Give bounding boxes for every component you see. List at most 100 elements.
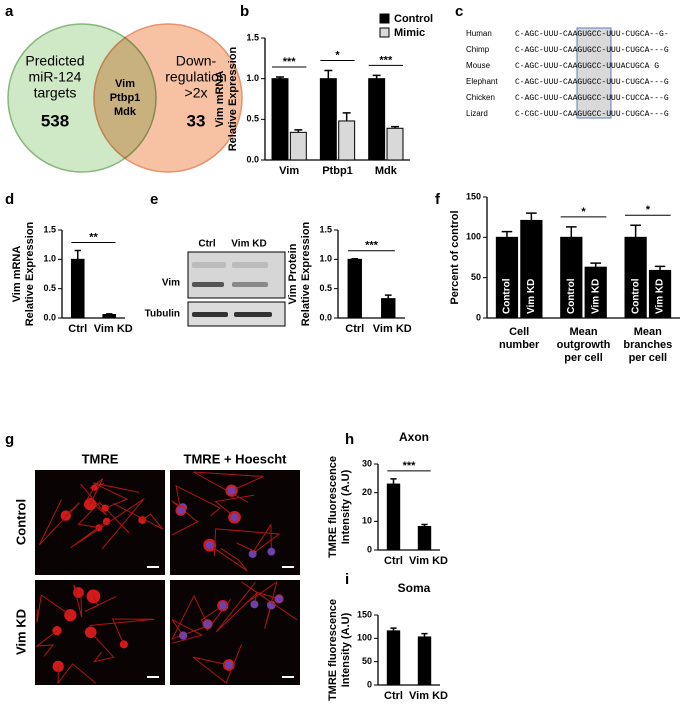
species: Chicken [466, 93, 495, 102]
panel-label: b [240, 3, 249, 20]
nucleus [248, 549, 257, 558]
y-axis-label: Vim mRNA [214, 71, 226, 128]
x-tick-label: per cell [564, 352, 603, 364]
nucleus [230, 513, 239, 522]
venn-overlap: Mdk [114, 106, 137, 118]
bar [417, 636, 432, 686]
series-label: Control [502, 278, 513, 314]
significance: *** [365, 240, 379, 252]
neurite [38, 499, 80, 546]
sequence: C-AGC-UUU-CAAGUGCC-UUU-CUCCA---G [515, 94, 669, 103]
x-tick-label: Ctrl [68, 323, 87, 335]
nucleus [267, 547, 276, 556]
species: Mouse [466, 61, 491, 70]
significance: * [581, 206, 586, 218]
y-tick-label: 0 [367, 679, 372, 689]
blot-band [192, 312, 228, 317]
x-tick-label: Vim [279, 165, 299, 177]
panel-label: a [5, 3, 14, 20]
species: Elephant [466, 77, 498, 86]
bar [347, 258, 362, 319]
neurite [35, 630, 58, 657]
x-tick-label: Mean [569, 326, 597, 338]
y-axis-label: Percent of control [449, 210, 461, 304]
bar [271, 78, 289, 161]
neurite [92, 482, 140, 509]
sequence: C-AGC-UUU-CAAGUGCC-UUU-CUGCA--G- [515, 30, 669, 39]
neurite [84, 596, 117, 612]
y-axis-label: Intensity (A.U) [340, 469, 352, 544]
panel-label: f [435, 191, 441, 208]
neurite [112, 502, 164, 530]
y-tick-label: 0 [476, 312, 481, 322]
venn-overlap: Vim [115, 78, 135, 90]
nucleus [227, 486, 236, 495]
panel-label: c [455, 3, 463, 20]
neurite [241, 581, 298, 621]
nucleus [275, 594, 284, 603]
nucleus [224, 661, 233, 670]
bar [319, 78, 337, 161]
venn-label: Predicted [25, 53, 84, 69]
blot-band [192, 262, 226, 268]
cell-body [86, 589, 101, 604]
y-axis-label: TMRE fluorescence [327, 599, 339, 701]
panel-label: d [5, 191, 14, 208]
venn-label: regulation [165, 69, 227, 85]
error-bar [390, 478, 397, 485]
nucleus [203, 620, 212, 629]
bar [386, 127, 404, 161]
neurite [192, 644, 243, 684]
panel-label: i [345, 571, 349, 588]
venn-label: miR-124 [29, 69, 82, 85]
neurite [215, 581, 258, 633]
sequence: C-AGC-UUU-CAAGUGCC-UUU-CUGCA---G [515, 46, 669, 55]
bar [381, 298, 396, 319]
y-axis-label: TMRE fluorescence [327, 456, 339, 558]
lane-label: Vim KD [231, 239, 266, 250]
x-tick-label: Mean [634, 326, 662, 338]
bar [102, 313, 117, 319]
x-tick-label: Ctrl [345, 323, 364, 335]
series-label: Control [630, 278, 641, 314]
neurite [89, 618, 155, 645]
legend-label: Mimic [394, 27, 425, 39]
error-bar [654, 265, 666, 271]
blot-band [232, 262, 268, 268]
y-tick-label: 20 [362, 487, 372, 497]
blot-row-label: Vim [162, 278, 180, 289]
y-tick-label: 150 [357, 609, 372, 619]
conserved-box [576, 27, 612, 119]
venn-label: Down- [176, 53, 217, 69]
sequence: C-AGC-UUU-CAAGUGCC-UUUACUGCA G [515, 62, 659, 71]
y-tick-label: 1.5 [246, 32, 259, 42]
y-tick-label: 0.0 [43, 312, 56, 322]
blot-band [192, 282, 224, 287]
neurite [171, 619, 204, 644]
neurite [236, 523, 272, 552]
row-header: Vim KD [13, 609, 28, 655]
y-tick-label: 100 [466, 232, 481, 242]
bar [289, 131, 307, 161]
x-tick-label: branches [623, 339, 672, 351]
y-tick-label: 1.5 [319, 224, 332, 234]
sequence: C-AGC-UUU-CAAGUGCC-UUU-CUGCA---G [515, 78, 669, 87]
venn-circle [93, 23, 243, 173]
neurite [80, 483, 107, 516]
y-tick-label: 50 [471, 272, 481, 282]
series-label: Vim KD [655, 279, 666, 314]
species: Human [466, 29, 492, 38]
nucleus [176, 506, 185, 515]
lane-label: Ctrl [198, 239, 215, 250]
y-axis-label: Relative Expression [24, 221, 36, 326]
y-tick-label: 1.5 [43, 224, 56, 234]
series-label: Control [566, 278, 577, 314]
error-bar [384, 294, 392, 299]
error-bar [565, 226, 577, 238]
bar [338, 120, 356, 161]
neurite [175, 485, 221, 517]
legend-swatch [379, 27, 390, 38]
bar [70, 258, 85, 319]
